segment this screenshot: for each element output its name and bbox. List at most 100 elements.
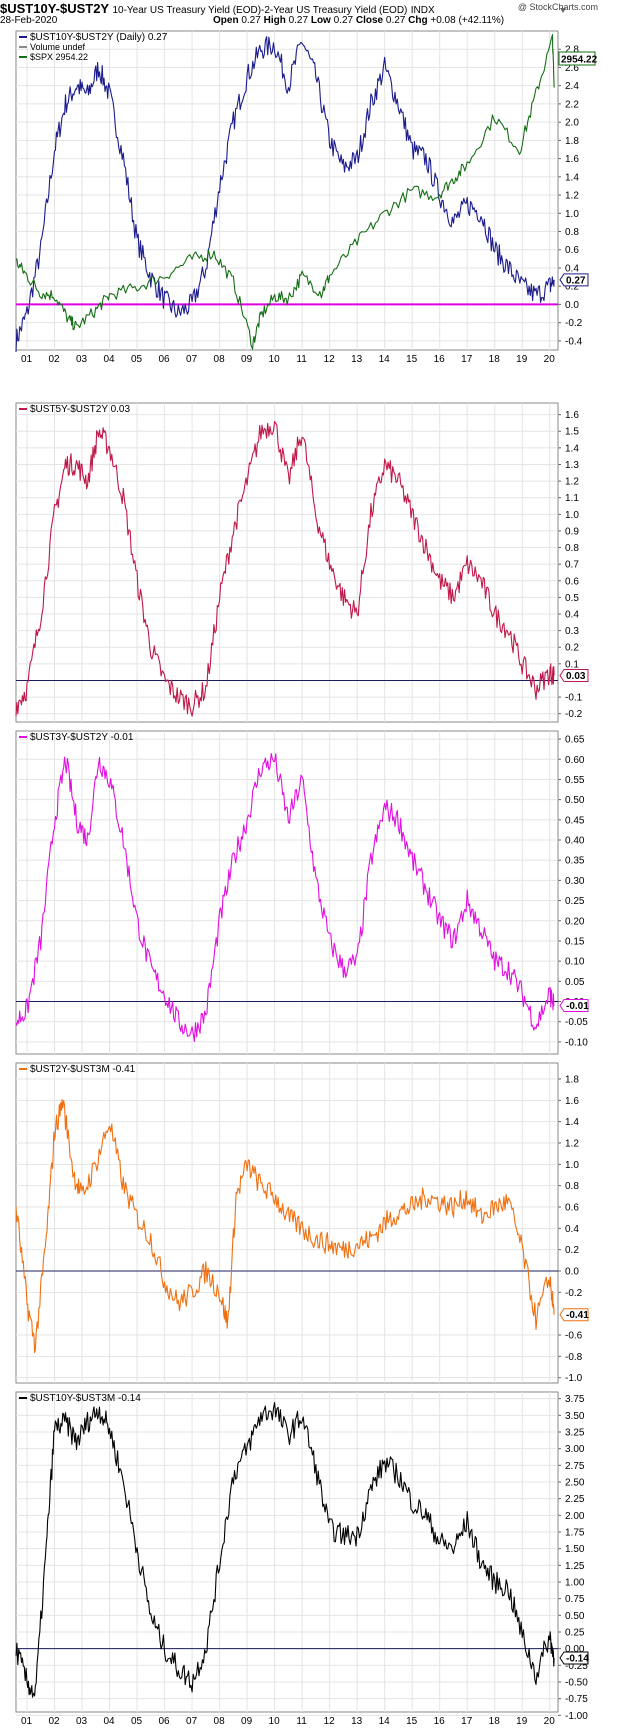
last-value-label: -0.14 xyxy=(566,1654,589,1665)
x-tick-label: 13 xyxy=(351,1716,363,1727)
y-tick-label: 1.4 xyxy=(565,1117,579,1128)
last-value-tag xyxy=(559,999,589,1013)
y-tick-label: 2.0 xyxy=(565,118,579,129)
x-tick-label: 14 xyxy=(379,354,391,365)
x-tick-label: 06 xyxy=(159,354,171,365)
plot-frame xyxy=(15,402,559,723)
last-value-label: -0.41 xyxy=(566,1310,589,1321)
last-value-label: -0.01 xyxy=(566,1001,589,1012)
y-tick-label: 1.2 xyxy=(565,191,579,202)
x-tick-label: 16 xyxy=(434,1716,446,1727)
y-tick-label: 0.5 xyxy=(565,593,579,604)
last-value-tag xyxy=(559,273,589,287)
y-tick-label: -0.05 xyxy=(565,1017,588,1028)
y-tick-label: 1.25 xyxy=(565,1561,585,1572)
y-tick-label: 2.00 xyxy=(565,1511,585,1522)
spx-value-tag xyxy=(558,51,596,66)
y-tick-label: 0.6 xyxy=(565,1203,579,1214)
chg-value: +0.08 (+42.11%) xyxy=(430,15,505,26)
y-tick-label: 0.6 xyxy=(565,245,579,256)
y-tick-label: -1.0 xyxy=(565,1373,583,1384)
y-tick-label: 0.40 xyxy=(565,836,585,847)
y-tick-label: 0.8 xyxy=(565,543,579,554)
x-tick-label: 01 xyxy=(21,354,33,365)
y-tick-label: 0.2 xyxy=(565,1245,579,1256)
y-tick-label: -0.50 xyxy=(565,1678,588,1689)
x-tick-label: 06 xyxy=(159,1716,171,1727)
y-tick-label: 0.25 xyxy=(565,896,585,907)
y-tick-label: 0.8 xyxy=(565,1181,579,1192)
y-tick-label: 0.2 xyxy=(565,643,579,654)
y-tick-label: 1.75 xyxy=(565,1528,585,1539)
x-tick-label: 03 xyxy=(76,1716,88,1727)
y-tick-label: 1.00 xyxy=(565,1578,585,1589)
series-line--spx xyxy=(15,34,555,350)
y-tick-label: -0.4 xyxy=(565,336,583,347)
y-tick-label: 1.4 xyxy=(565,443,579,454)
chart-exchange: INDX xyxy=(410,5,435,16)
y-tick-label: 1.6 xyxy=(565,154,579,165)
chart-panel-4: 1.8 1.6 1.4 1.2 1.0 0.8 0.6 0.4 0.2 0.0 -0.2 -0.6 -0… xyxy=(15,1062,589,1384)
y-tick-label: 0.65 xyxy=(565,735,585,746)
y-tick-label: 1.2 xyxy=(565,477,579,488)
x-tick-label: 18 xyxy=(489,354,501,365)
legend-entry: $UST5Y-$UST2Y 0.03 xyxy=(30,404,130,415)
y-tick-label: 0.4 xyxy=(565,263,579,274)
y-tick-label: 2.75 xyxy=(565,1461,585,1472)
y-tick-label: 1.4 xyxy=(565,172,579,183)
y-tick-label: 1.6 xyxy=(565,1096,579,1107)
chart-panel-2: 1.6 1.5 1.4 1.3 1.2 1.1 1.0 0.9 0.8 0.7 0.6 0.5 0.4 0… xyxy=(15,402,589,723)
y-tick-label: 0.75 xyxy=(565,1594,585,1605)
ohlc-bar: 28-Feb-2020 Open 0.27 High 0.27 Low 0.27… xyxy=(0,15,620,28)
chart-title-bar: $UST10Y-$UST2Y 10-Year US Treasury Yield… xyxy=(0,1,620,16)
x-tick-label: 05 xyxy=(131,354,143,365)
last-value-tag xyxy=(559,668,589,682)
y-tick-label: -0.10 xyxy=(565,1037,588,1048)
y-tick-label: 0.3 xyxy=(565,626,579,637)
chart-panel-3: 0.65 0.60 0.55 0.50 0.45 0.40 0.35 0.30 0.25 0.20… xyxy=(15,730,589,1055)
close-value: 0.27 xyxy=(385,15,406,26)
x-tick-label: 01 xyxy=(21,1716,33,1727)
x-tick-label: 02 xyxy=(48,354,60,365)
y-tick-label: 0.15 xyxy=(565,936,585,947)
x-tick-label: 11 xyxy=(296,354,307,365)
x-tick-label: 09 xyxy=(241,354,253,365)
x-tick-label: 07 xyxy=(186,1716,198,1727)
y-tick-label: 1.0 xyxy=(565,510,579,521)
series-line--ust10y-ust3m xyxy=(15,1401,555,1698)
y-tick-label: 0.10 xyxy=(565,957,585,968)
y-tick-label: -0.75 xyxy=(565,1694,588,1705)
y-tick-label: 1.6 xyxy=(565,410,579,421)
y-tick-label: 0.30 xyxy=(565,876,585,887)
y-tick-label: 1.8 xyxy=(565,136,579,147)
chg-label: Chg xyxy=(408,15,428,26)
legend-entry: $UST2Y-$UST3M -0.41 xyxy=(30,1064,136,1075)
y-tick-label: 0.7 xyxy=(565,560,579,571)
legend-entry: $UST10Y-$UST3M -0.14 xyxy=(30,1393,141,1404)
x-tick-label: 11 xyxy=(296,1716,307,1727)
x-tick-label: 05 xyxy=(131,1716,143,1727)
y-tick-label: 0.0 xyxy=(565,300,579,311)
triangle-down-icon xyxy=(560,8,566,13)
y-tick-label: 1.1 xyxy=(565,493,579,504)
y-tick-label: -0.2 xyxy=(565,1288,583,1299)
last-value-label: 0.03 xyxy=(566,671,586,682)
y-tick-label: -0.2 xyxy=(565,709,583,720)
y-tick-label: 0.8 xyxy=(565,227,579,238)
chart-panel-1: 2.82.62.42.22.01.81.61.41.21.00.80.60.40… xyxy=(15,30,598,365)
series-line--ust2y-ust3m xyxy=(15,1098,555,1354)
spx-value-label: 2954.22 xyxy=(561,55,598,66)
y-tick-label: 0.35 xyxy=(565,856,585,867)
series-line--ust10y-ust2y xyxy=(15,36,555,353)
x-tick-label: 09 xyxy=(241,1716,253,1727)
last-value-label: 0.27 xyxy=(566,275,586,286)
y-tick-label: 3.50 xyxy=(565,1411,585,1422)
chart-date: 28-Feb-2020 xyxy=(0,15,58,26)
x-tick-label: 15 xyxy=(406,1716,418,1727)
y-tick-label: 2.50 xyxy=(565,1478,585,1489)
x-tick-label: 02 xyxy=(48,1716,60,1727)
y-tick-label: 1.5 xyxy=(565,427,579,438)
x-tick-label: 10 xyxy=(269,1716,281,1727)
y-tick-label: 1.2 xyxy=(565,1139,579,1150)
